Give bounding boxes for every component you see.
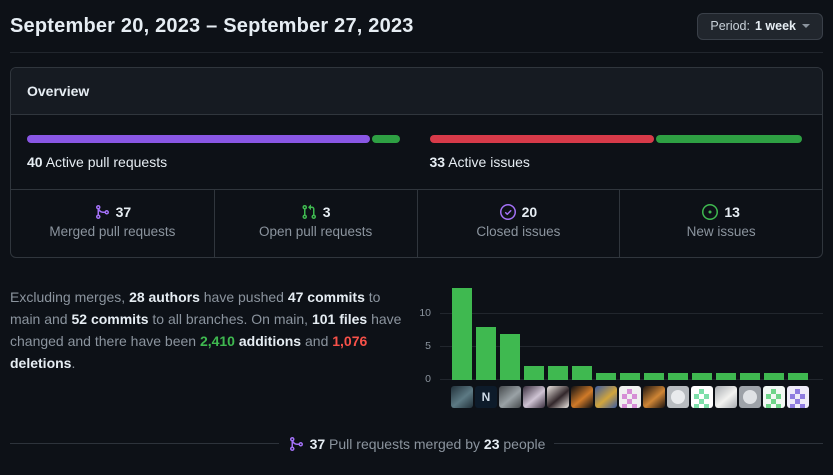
- period-label: Period:: [710, 19, 750, 33]
- merged-pr-count: 37: [115, 203, 132, 220]
- merged-pr-stat-label: Merged pull requests: [49, 223, 176, 239]
- issue-opened-icon: [702, 203, 719, 220]
- active-pull-requests-label: 40 Active pull requests: [27, 154, 400, 170]
- identicon-pattern: [771, 388, 776, 394]
- commit-bar-author-8: [620, 372, 640, 380]
- commit-bar-author-3: [500, 333, 520, 380]
- closed-issues-segment: [429, 134, 655, 143]
- ytick-label-10: 10: [419, 306, 431, 319]
- avatar-author-1-photo[interactable]: [451, 385, 473, 408]
- avatar-author-4-photo[interactable]: [523, 385, 545, 408]
- active-pull-requests-block: 40 Active pull requests: [27, 134, 400, 170]
- footer-divider-left: [10, 443, 279, 444]
- period-value: 1 week: [754, 19, 796, 33]
- active-pr-text: Active pull requests: [45, 153, 168, 170]
- commit-bar-author-10: [668, 372, 688, 380]
- commits-per-author-chart: 0 5 10 N: [419, 280, 823, 408]
- open-pr-stat-label: Open pull requests: [258, 223, 373, 239]
- issue-closed-icon: [499, 203, 516, 220]
- identicon-pattern: [795, 388, 800, 394]
- overview-panel: Overview 40 Active pull requests 33 Acti…: [10, 66, 823, 258]
- git-pull-request-icon: [302, 204, 316, 219]
- commit-bar-author-9: [644, 372, 664, 380]
- commit-bar-author-11: [692, 372, 712, 380]
- activity-summary-text: Excluding merges, 28 authors have pushed…: [10, 288, 402, 371]
- avatar-author-15-identicon[interactable]: [787, 385, 809, 408]
- overview-stats-row: 37 Merged pull requests 3 Open pull requ…: [11, 188, 822, 257]
- commit-bar-author-6: [572, 366, 592, 380]
- new-issues-segment: [656, 134, 802, 143]
- progress-section: 40 Active pull requests 33 Active issues: [11, 115, 822, 170]
- active-issues-label: 33 Active issues: [430, 154, 803, 170]
- commit-bar-author-14: [764, 372, 784, 380]
- avatar-author-8-identicon[interactable]: [619, 385, 641, 408]
- overview-panel-title: Overview: [11, 67, 822, 115]
- page-title: September 20, 2023 – September 27, 2023: [10, 14, 414, 37]
- stat-merged-pull-requests: 37 Merged pull requests: [11, 190, 214, 257]
- issues-progress-bar: [429, 134, 802, 143]
- avatar-author-6-photo[interactable]: [571, 385, 593, 408]
- commit-bar-author-7: [596, 372, 616, 380]
- avatar-author-13-octocat[interactable]: [739, 385, 761, 408]
- active-pr-count: 40: [27, 153, 43, 170]
- page-header: September 20, 2023 – September 27, 2023 …: [10, 0, 823, 53]
- footer-text: 37 Pull requests merged by 23 people: [309, 435, 546, 452]
- bars-group: [452, 288, 808, 380]
- avatar-author-2-logo[interactable]: N: [475, 385, 497, 408]
- commit-bar-author-13: [740, 372, 760, 380]
- commit-bar-author-5: [548, 366, 568, 380]
- active-issues-text: Active issues: [448, 153, 530, 170]
- new-issues-stat-label: New issues: [686, 223, 756, 239]
- period-dropdown-button[interactable]: Period: 1 week: [697, 13, 823, 40]
- pulse-page: September 20, 2023 – September 27, 2023 …: [10, 0, 823, 452]
- git-merge-icon: [95, 204, 109, 219]
- avatar-author-11-identicon[interactable]: [691, 385, 713, 408]
- stat-open-pull-requests: 3 Open pull requests: [213, 189, 417, 257]
- stat-new-issues: 13 New issues: [619, 189, 822, 257]
- pull-requests-progress-bar: [27, 134, 400, 143]
- closed-issues-stat-label: Closed issues: [476, 223, 561, 239]
- octocat-icon: [743, 389, 757, 404]
- commit-bar-author-4: [524, 366, 544, 380]
- stat-closed-issues: 20 Closed issues: [416, 189, 620, 257]
- avatar-author-10-octocat[interactable]: [667, 385, 689, 408]
- footer-people-count: 23: [483, 435, 500, 452]
- gridline-y5: 5: [425, 341, 823, 351]
- avatar-author-3-photo[interactable]: [499, 385, 521, 408]
- commit-bar-author-1: [452, 288, 472, 380]
- identicon-pattern: [699, 388, 704, 394]
- avatar-author-9-photo[interactable]: [643, 385, 665, 408]
- avatar-author-12-photo[interactable]: [715, 385, 737, 408]
- active-issues-count: 33: [429, 153, 446, 170]
- avatar-author-7-photo[interactable]: [595, 385, 617, 408]
- open-pr-count: 3: [322, 203, 331, 220]
- avatar-author-5-photo[interactable]: [547, 385, 569, 408]
- ytick-label-0: 0: [425, 372, 431, 385]
- footer-divider-right: [554, 443, 823, 444]
- new-issues-count: 13: [724, 203, 740, 220]
- commit-bar-author-2: [476, 327, 496, 380]
- active-issues-block: 33 Active issues: [429, 134, 803, 170]
- identicon-pattern: [627, 388, 632, 394]
- activity-columns: Excluding merges, 28 authors have pushed…: [10, 280, 823, 408]
- merged-pr-footer: 37 Pull requests merged by 23 people: [10, 436, 823, 452]
- commit-bar-author-12: [716, 372, 736, 380]
- avatar-author-14-identicon[interactable]: [763, 385, 785, 408]
- merged-pr-segment: [27, 134, 370, 143]
- open-pr-segment: [371, 134, 400, 143]
- chart-plot-area: 0 5 10: [419, 282, 823, 383]
- gridline-y10: 10: [419, 308, 823, 318]
- git-merge-icon: [289, 436, 303, 451]
- author-avatars-row: N: [451, 385, 823, 408]
- footer-merged-count: 37: [309, 435, 326, 452]
- closed-issues-count: 20: [521, 203, 538, 220]
- caret-down-icon: [802, 24, 810, 29]
- ytick-label-5: 5: [425, 339, 431, 352]
- commit-bar-author-15: [788, 372, 808, 380]
- octocat-icon: [671, 389, 685, 404]
